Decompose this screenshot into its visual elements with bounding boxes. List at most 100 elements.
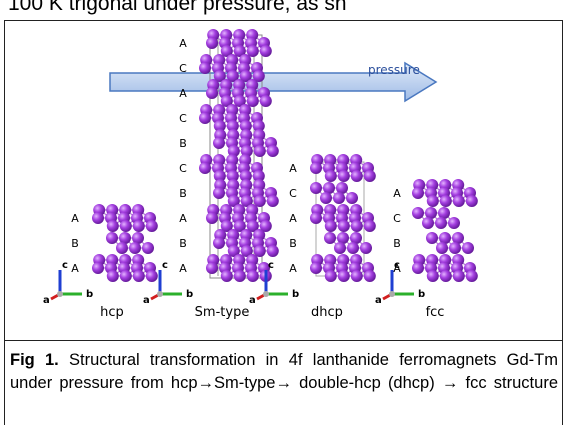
stacking-label: A xyxy=(289,162,297,175)
atom xyxy=(221,270,233,282)
atom xyxy=(254,145,266,157)
stacking-label: C xyxy=(179,162,187,175)
atom xyxy=(260,45,272,57)
atom xyxy=(333,192,345,204)
axis-label: a xyxy=(43,295,50,306)
axis-label: b xyxy=(292,289,299,300)
stacking-label: A xyxy=(71,212,79,225)
structure-name: Sm-type xyxy=(195,305,250,320)
axis-label: a xyxy=(375,295,382,306)
atom xyxy=(116,242,128,254)
stacking-label: C xyxy=(179,112,187,125)
atom xyxy=(462,242,474,254)
atom xyxy=(267,195,279,207)
atom xyxy=(422,217,434,229)
atom xyxy=(120,220,132,232)
atom xyxy=(453,270,465,282)
stacking-label: A xyxy=(289,262,297,275)
atom xyxy=(427,270,439,282)
atom xyxy=(364,220,376,232)
atom xyxy=(129,242,141,254)
atom xyxy=(440,270,452,282)
atom xyxy=(325,170,337,182)
caption-text: Structural transformation in 4f lanthani… xyxy=(10,351,558,392)
stacking-label: C xyxy=(393,212,401,225)
structure-name: dhcp xyxy=(311,305,343,320)
stacking-label: B xyxy=(179,187,187,200)
atom xyxy=(351,170,363,182)
atom xyxy=(364,270,376,282)
atom xyxy=(435,217,447,229)
atom xyxy=(267,145,279,157)
atom xyxy=(107,270,119,282)
stacking-label: B xyxy=(393,237,401,250)
axis-label: c xyxy=(62,260,68,271)
atom xyxy=(449,242,461,254)
atom xyxy=(325,220,337,232)
stacking-label: B xyxy=(179,237,187,250)
atom xyxy=(199,112,211,124)
stacking-label: C xyxy=(179,62,187,75)
stacking-label: A xyxy=(179,212,187,225)
atom xyxy=(334,242,346,254)
atom xyxy=(325,270,337,282)
atom xyxy=(213,237,225,249)
atom xyxy=(107,220,119,232)
atom xyxy=(426,232,438,244)
atom xyxy=(324,232,336,244)
atom xyxy=(92,212,104,224)
atom xyxy=(234,270,246,282)
atom xyxy=(351,220,363,232)
atom xyxy=(267,245,279,257)
atom xyxy=(206,262,218,274)
axis-label: c xyxy=(162,260,168,271)
atom xyxy=(106,232,118,244)
atom xyxy=(310,212,322,224)
atom xyxy=(133,220,145,232)
atom xyxy=(310,182,322,194)
atom xyxy=(260,95,272,107)
caption-separator xyxy=(4,340,563,341)
page: 100 K trigonal under pressure, as sh pre… xyxy=(0,0,569,425)
stacking-label: A xyxy=(71,262,79,275)
atom xyxy=(412,207,424,219)
structure-name: fcc xyxy=(426,305,445,320)
stacking-label: C xyxy=(289,187,297,200)
arrow-label: pressure xyxy=(368,63,420,77)
atom xyxy=(338,270,350,282)
atom xyxy=(347,242,359,254)
atom xyxy=(199,62,211,74)
caption-label: Fig 1. xyxy=(10,351,59,369)
atom xyxy=(346,192,358,204)
atom xyxy=(206,37,218,49)
axis-origin xyxy=(157,291,163,297)
axis-label: b xyxy=(86,289,93,300)
atom xyxy=(146,220,158,232)
atom xyxy=(466,270,478,282)
atom xyxy=(338,220,350,232)
atom xyxy=(92,262,104,274)
atom xyxy=(338,170,350,182)
atom xyxy=(310,262,322,274)
stacking-label: A xyxy=(289,212,297,225)
atom xyxy=(133,270,145,282)
atom xyxy=(146,270,158,282)
atom xyxy=(213,187,225,199)
atom xyxy=(412,262,424,274)
stacking-label: A xyxy=(179,87,187,100)
atom xyxy=(448,217,460,229)
axis-label: c xyxy=(268,260,274,271)
atom xyxy=(142,242,154,254)
axis-label: b xyxy=(418,289,425,300)
atom xyxy=(436,242,448,254)
atom xyxy=(247,270,259,282)
axis-label: a xyxy=(143,295,150,306)
axis-origin xyxy=(263,291,269,297)
atom xyxy=(206,212,218,224)
stacking-label: B xyxy=(179,137,187,150)
axis-label: c xyxy=(394,260,400,271)
atom xyxy=(320,192,332,204)
atom xyxy=(364,170,376,182)
axis-origin xyxy=(57,291,63,297)
atom xyxy=(412,187,424,199)
